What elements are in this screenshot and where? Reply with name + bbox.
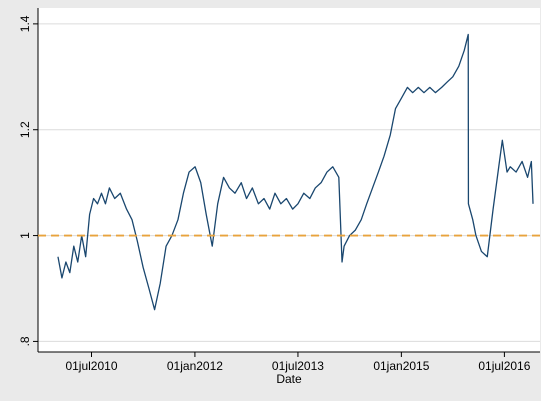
- x-axis-title: Date: [276, 372, 302, 386]
- data-line: [57, 33, 534, 311]
- y-tick-label: 1.4: [18, 15, 32, 32]
- plot-area: [38, 8, 540, 352]
- x-tick-label: 01jan2012: [167, 359, 223, 373]
- y-tick-label: .8: [18, 336, 32, 346]
- y-tick-label: 1: [18, 232, 32, 239]
- x-tick-label: 01jul2013: [272, 359, 324, 373]
- y-tick-label: 1.2: [18, 121, 32, 138]
- x-tick-label: 01jul2016: [478, 359, 530, 373]
- x-tick-label: 01jul2010: [65, 359, 117, 373]
- x-tick-label: 01jan2015: [373, 359, 429, 373]
